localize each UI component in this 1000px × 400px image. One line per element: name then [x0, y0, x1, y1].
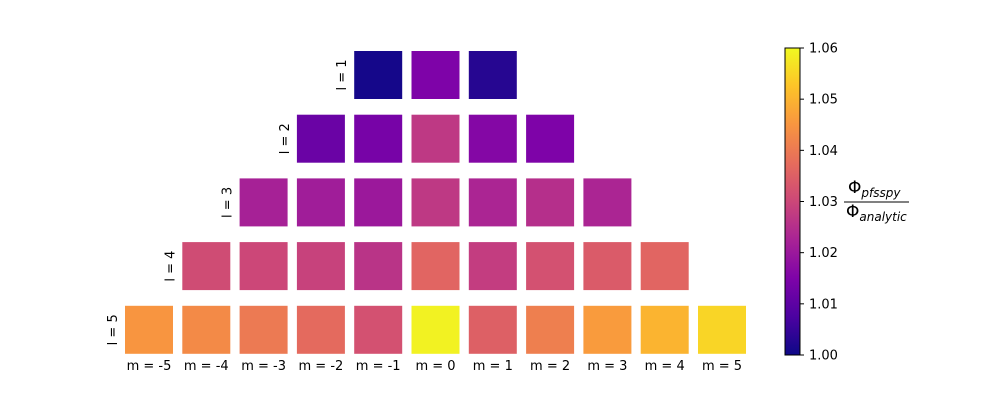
column-label: m = -4 — [184, 359, 229, 374]
heatmap-cell — [640, 242, 689, 291]
column-label: m = 2 — [530, 359, 570, 374]
heatmap-cell — [354, 114, 403, 163]
colorbar: 1.00 1.01 1.02 1.03 1.04 1.05 1.06 Φpfsspy Φan… — [784, 42, 909, 364]
row-label: l = 3 — [221, 187, 236, 218]
heatmap-cell — [296, 305, 345, 354]
row-label: l = 1 — [335, 59, 350, 90]
row-label: l = 5 — [106, 314, 121, 345]
heatmap-cell — [468, 242, 517, 291]
heatmap-cell — [583, 242, 632, 291]
heatmap-cell — [354, 242, 403, 291]
column-label: m = 4 — [645, 359, 685, 374]
heatmap-cell — [296, 242, 345, 291]
heatmap-cell — [526, 114, 575, 163]
column-label: m = -3 — [241, 359, 286, 374]
heatmap-cell — [182, 242, 231, 291]
colorbar-tick-label: 1.00 — [809, 349, 838, 364]
colorbar-tick-label: 1.03 — [809, 195, 838, 210]
heatmap-cell — [411, 114, 460, 163]
colorbar-tick-label: 1.04 — [809, 144, 838, 159]
column-label: m = -5 — [127, 359, 172, 374]
heatmap-cell — [182, 305, 231, 354]
heatmap-cells — [125, 51, 746, 354]
heatmap-cell — [468, 114, 517, 163]
column-label: m = -2 — [299, 359, 344, 374]
heatmap-cell — [526, 178, 575, 227]
heatmap-cell — [239, 242, 288, 291]
colorbar-ticks: 1.00 1.01 1.02 1.03 1.04 1.05 1.06 — [800, 42, 838, 364]
column-label: m = 1 — [473, 359, 513, 374]
heatmap-cell — [526, 242, 575, 291]
colorbar-tick-label: 1.06 — [809, 42, 838, 57]
row-labels: l = 1 l = 2 l = 3 l = 4 l = 5 — [106, 59, 350, 345]
colorbar-label-denominator: Φanalytic — [846, 202, 907, 224]
heatmap-cell — [698, 305, 746, 354]
heatmap-cell — [468, 305, 517, 354]
colorbar-gradient — [784, 47, 801, 356]
heatmap-cell — [640, 305, 689, 354]
column-label: m = -1 — [356, 359, 401, 374]
column-label: m = 0 — [415, 359, 455, 374]
heatmap-cell — [239, 305, 288, 354]
heatmap-cell — [411, 51, 460, 99]
heatmap-cell — [354, 178, 403, 227]
colorbar-label-numerator: Φpfsspy — [848, 178, 901, 200]
denominator-subscript: analytic — [859, 210, 907, 224]
colorbar-tick-label: 1.02 — [809, 246, 838, 261]
column-label: m = 5 — [702, 359, 742, 374]
heatmap-cell — [239, 178, 288, 227]
column-labels: m = -5 m = -4 m = -3 m = -2 m = -1 m = 0 m = 1… — [127, 359, 742, 374]
heatmap-cell — [354, 51, 403, 99]
row-label: l = 4 — [163, 251, 178, 282]
column-label: m = 3 — [587, 359, 627, 374]
heatmap-cell — [468, 51, 517, 99]
colorbar-tick-label: 1.05 — [809, 93, 838, 108]
heatmap-cell — [125, 305, 173, 354]
heatmap-cell — [354, 305, 403, 354]
colorbar-tick-label: 1.01 — [809, 297, 838, 312]
heatmap-cell — [411, 178, 460, 227]
heatmap-cell — [468, 178, 517, 227]
heatmap-cell — [296, 114, 345, 163]
heatmap-cell — [411, 242, 460, 291]
heatmap-cell — [296, 178, 345, 227]
row-label: l = 2 — [278, 123, 293, 154]
colorbar-label: Φpfsspy Φanalytic — [844, 178, 909, 224]
heatmap-cell — [583, 178, 632, 227]
heatmap-cell — [411, 305, 460, 354]
heatmap-cell — [526, 305, 575, 354]
numerator-subscript: pfsspy — [860, 186, 901, 200]
heatmap-cell — [583, 305, 632, 354]
